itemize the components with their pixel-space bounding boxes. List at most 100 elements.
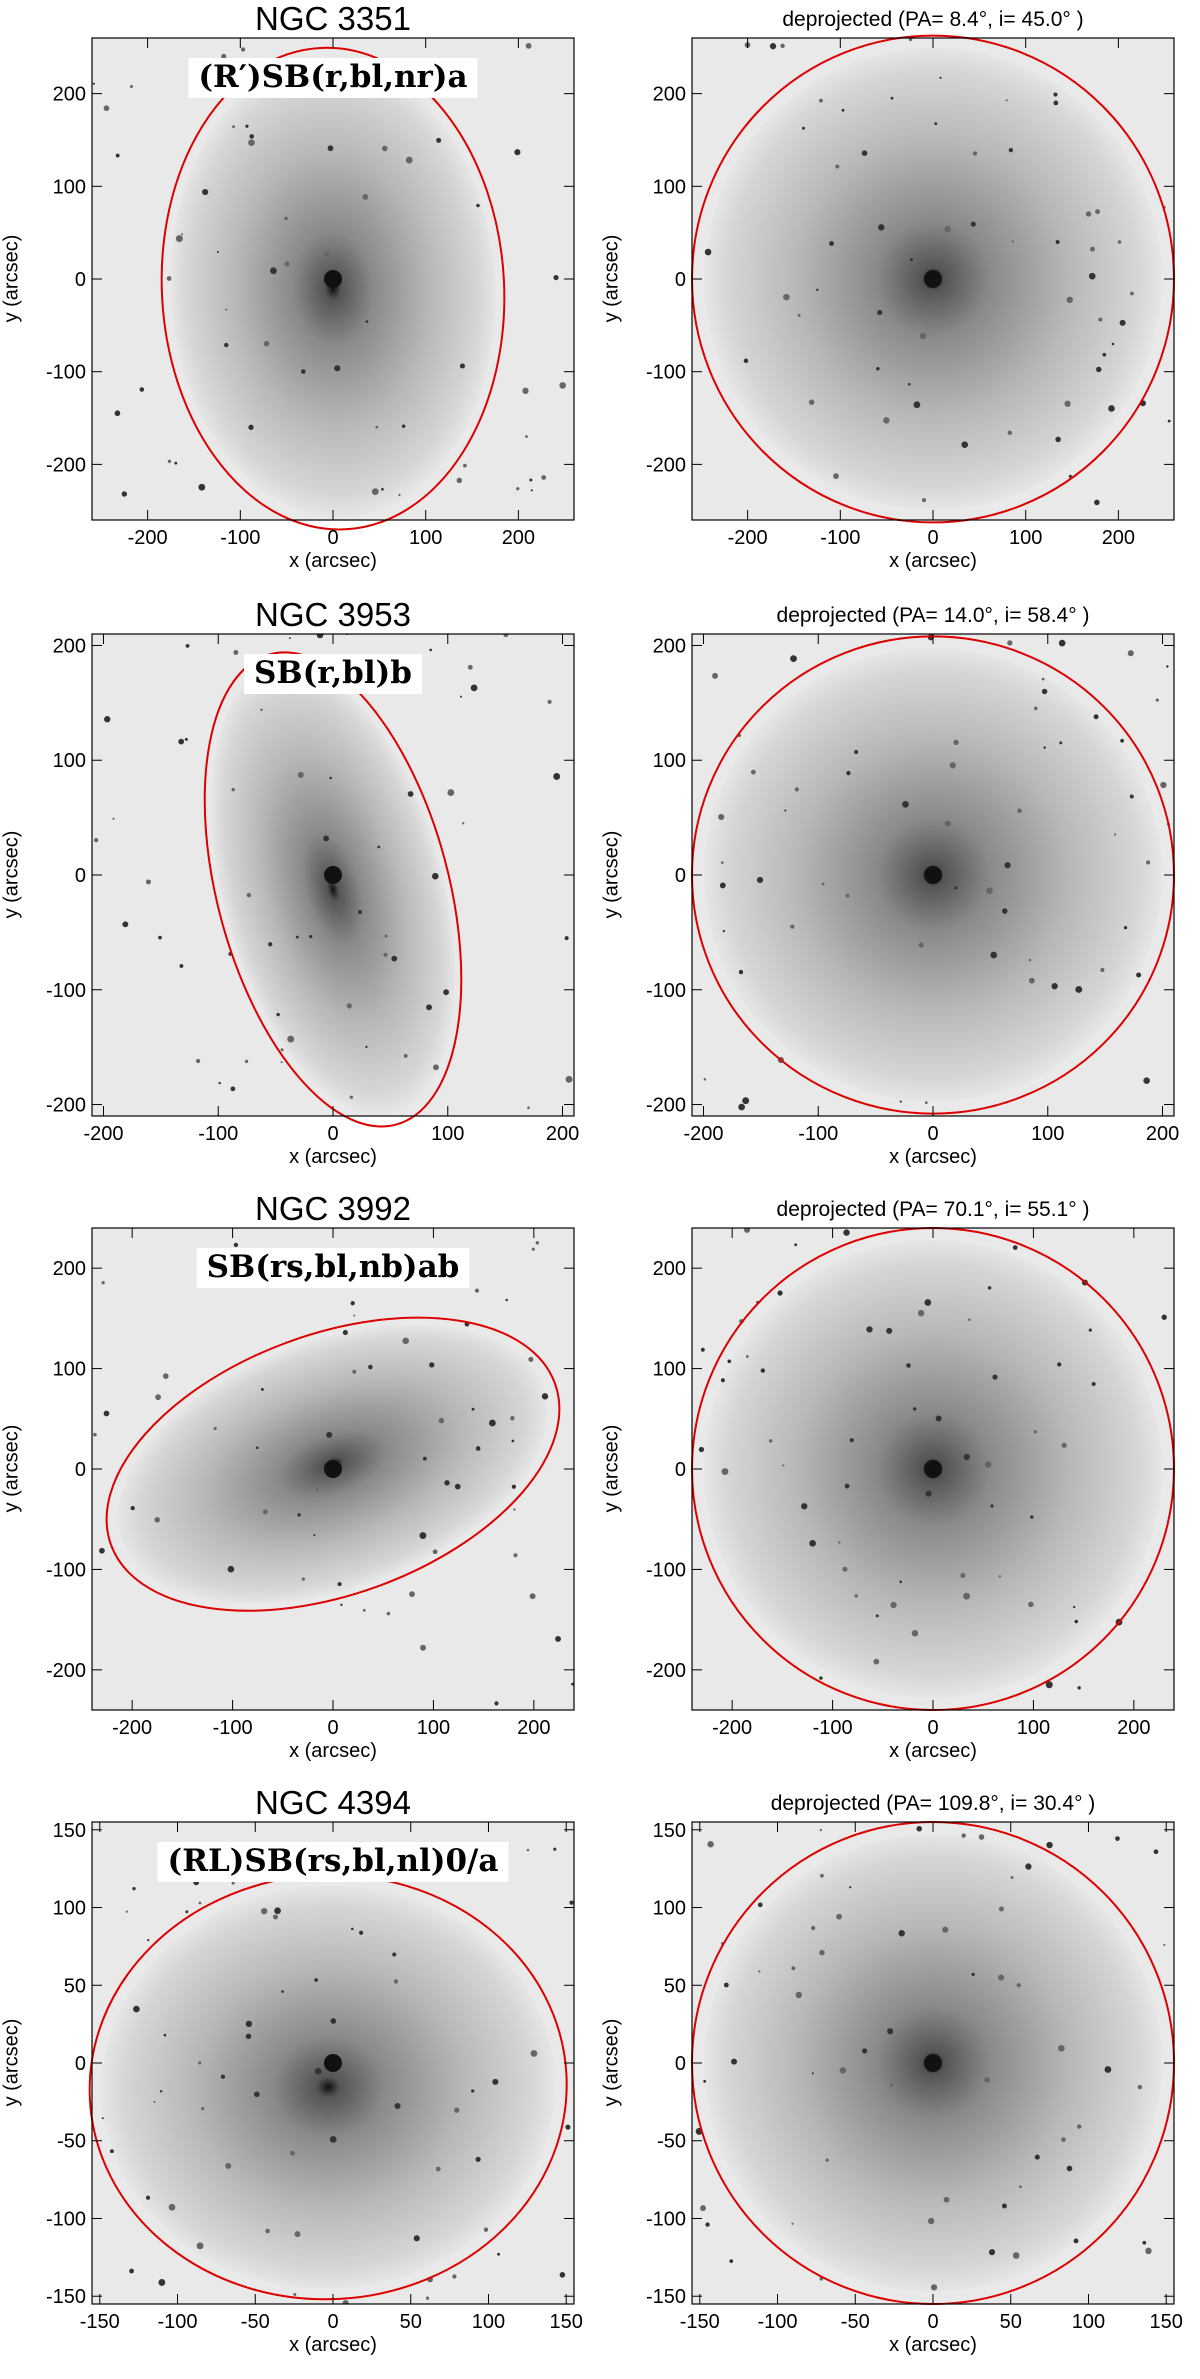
x-tick-label: 0	[327, 1717, 338, 1739]
y-tick-label: 200	[653, 635, 686, 657]
star	[178, 738, 185, 745]
x-axis-label: x (arcsec)	[889, 550, 977, 572]
star	[224, 342, 229, 348]
x-tick-label: 0	[927, 2311, 938, 2333]
x-axis-label: x (arcsec)	[889, 1740, 977, 1762]
star	[960, 1573, 966, 1579]
star	[791, 1966, 796, 1971]
star	[503, 634, 509, 638]
star	[1137, 2084, 1143, 2090]
y-tick-label: -200	[46, 1660, 86, 1682]
star	[889, 2083, 894, 2087]
star	[1055, 436, 1061, 443]
star	[198, 1901, 202, 1905]
star	[1068, 474, 1072, 478]
star	[720, 1378, 725, 1383]
star	[768, 1439, 773, 1443]
star	[877, 310, 883, 316]
star	[811, 1925, 816, 1931]
x-tick-label: 150	[550, 2311, 583, 2333]
star	[700, 1347, 705, 1352]
x-tick-label: -150	[80, 2311, 120, 2333]
star	[1073, 2238, 1079, 2244]
star	[1066, 296, 1073, 304]
star	[703, 1077, 707, 1081]
star	[963, 1592, 971, 1600]
star	[422, 1456, 427, 1461]
star	[698, 1446, 705, 1453]
galaxy-nucleus	[324, 270, 342, 288]
star	[756, 876, 764, 884]
y-tick-label: 0	[75, 2053, 86, 2075]
star	[559, 2272, 566, 2278]
star	[1098, 317, 1103, 322]
star	[1061, 1442, 1067, 1448]
star	[175, 235, 183, 243]
star	[750, 769, 756, 775]
star	[313, 1534, 316, 1537]
star	[460, 695, 463, 698]
star	[340, 1603, 343, 1607]
star	[916, 1825, 922, 1832]
star	[954, 886, 958, 890]
star	[431, 872, 439, 880]
star	[1025, 1863, 1032, 1870]
star	[978, 1834, 985, 1840]
y-tick-label: -100	[46, 980, 86, 1002]
star	[246, 892, 252, 898]
star	[287, 1035, 295, 1043]
star	[168, 2203, 176, 2211]
x-tick-label: 100	[1009, 527, 1042, 549]
star	[703, 2079, 707, 2083]
star	[202, 188, 209, 196]
star	[942, 1926, 949, 1933]
star	[254, 2091, 260, 2098]
star	[1004, 862, 1011, 869]
star	[467, 664, 473, 670]
y-tick-label: 0	[675, 2053, 686, 2075]
star	[476, 203, 480, 208]
y-tick-label: 100	[53, 1359, 86, 1381]
star	[359, 1930, 364, 1935]
y-tick-label: -50	[657, 2131, 686, 2153]
star	[727, 1359, 732, 1364]
star	[783, 293, 790, 301]
deprojection-title: deprojected (PA= 8.4°, i= 45.0° )	[782, 8, 1084, 31]
x-tick-label: 150	[1150, 2311, 1183, 2333]
star	[707, 1841, 714, 1848]
x-tick-label: 200	[517, 1717, 550, 1739]
star	[846, 770, 851, 776]
star	[819, 1949, 825, 1956]
star	[225, 308, 228, 311]
x-axis-label: x (arcsec)	[289, 1146, 377, 1168]
star	[326, 1431, 333, 1438]
star	[284, 216, 288, 221]
star	[968, 1318, 971, 1322]
y-tick-label: -200	[646, 1660, 686, 1682]
star	[433, 1064, 439, 1071]
x-axis-label: x (arcsec)	[889, 2334, 977, 2356]
star	[930, 2284, 938, 2291]
star	[301, 369, 306, 374]
star	[516, 487, 520, 491]
star	[875, 1614, 879, 1618]
star	[819, 1828, 823, 1832]
star	[907, 382, 911, 386]
star	[998, 1906, 1004, 1912]
galaxy-light	[101, 1885, 555, 2289]
x-tick-label: -100	[213, 1717, 253, 1739]
x-tick-label: 0	[927, 1123, 938, 1145]
star	[530, 2050, 538, 2057]
star	[769, 43, 777, 50]
star	[723, 1982, 729, 1988]
star	[129, 85, 133, 89]
star	[921, 498, 926, 503]
star	[1018, 2185, 1022, 2189]
star	[510, 1415, 515, 1421]
morphology-label: (R′)SB(r,bl,nr)a	[188, 58, 478, 98]
star	[1064, 400, 1071, 407]
star	[174, 461, 178, 465]
star	[943, 2196, 950, 2203]
x-tick-label: 200	[502, 527, 535, 549]
star	[297, 1513, 301, 1517]
